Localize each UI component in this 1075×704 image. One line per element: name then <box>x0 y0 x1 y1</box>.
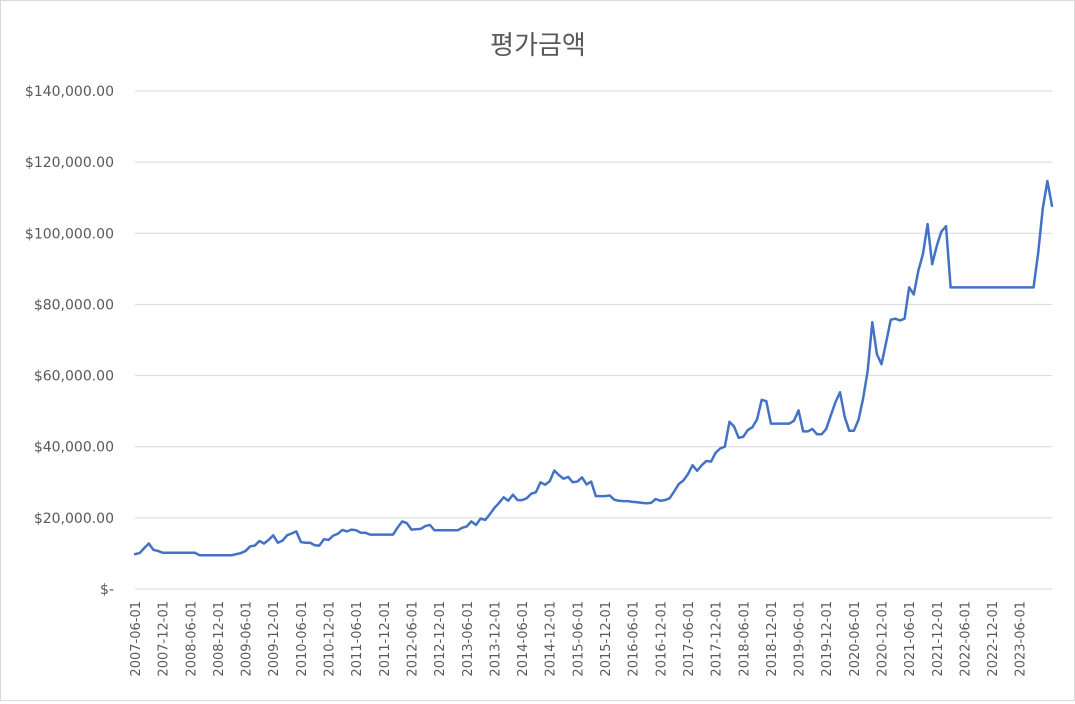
x-tick-label: 2019-06-01 <box>793 601 808 677</box>
x-tick-label: 2008-12-01 <box>212 601 227 677</box>
x-tick-label: 2011-12-01 <box>378 601 393 677</box>
x-tick-label: 2007-12-01 <box>157 601 172 677</box>
x-tick-label: 2013-06-01 <box>461 601 476 677</box>
y-tick-label: $20,000.00 <box>34 511 114 527</box>
x-tick-label: 2010-12-01 <box>323 601 338 677</box>
gridlines <box>135 90 1052 519</box>
x-tick-label: 2021-12-01 <box>931 601 946 677</box>
chart-title: 평가금액 <box>490 31 586 61</box>
x-tick-label: 2012-06-01 <box>405 601 420 677</box>
x-tick-label: 2016-12-01 <box>654 601 669 677</box>
x-axis-tick-labels: 2007-06-01 2007-12-01 2008-06-01 2008-12-01… <box>129 601 1029 677</box>
x-tick-label: 2017-12-01 <box>710 601 725 677</box>
x-tick-label: 2009-06-01 <box>240 601 255 677</box>
x-tick-label: 2021-06-01 <box>903 601 918 677</box>
y-tick-label: $40,000.00 <box>34 440 114 456</box>
x-tick-label: 2022-12-01 <box>986 601 1001 677</box>
y-tick-label: $80,000.00 <box>34 297 114 313</box>
y-tick-label: $140,000.00 <box>25 84 114 100</box>
x-tick-label: 2014-12-01 <box>544 601 559 677</box>
series-group <box>133 179 1054 557</box>
x-tick-label: 2020-12-01 <box>876 601 891 677</box>
series-line <box>133 179 1054 557</box>
x-tick-label: 2009-12-01 <box>267 601 282 677</box>
x-tick-label: 2008-06-01 <box>184 601 199 677</box>
x-tick-label: 2015-06-01 <box>571 601 586 677</box>
x-tick-label: 2018-12-01 <box>765 601 780 677</box>
x-tick-label: 2011-06-01 <box>350 601 365 677</box>
y-tick-label: $60,000.00 <box>34 369 114 385</box>
x-tick-label: 2012-12-01 <box>433 601 448 677</box>
x-tick-label: 2018-06-01 <box>737 601 752 677</box>
y-tick-label: $120,000.00 <box>25 155 114 171</box>
x-tick-label: 2014-06-01 <box>516 601 531 677</box>
x-tick-label: 2023-06-01 <box>1014 601 1029 677</box>
x-tick-label: 2022-06-01 <box>958 601 973 677</box>
x-tick-label: 2017-06-01 <box>682 601 697 677</box>
x-tick-label: 2016-06-01 <box>627 601 642 677</box>
x-tick-label: 2019-12-01 <box>820 601 835 677</box>
x-tick-label: 2020-06-01 <box>848 601 863 677</box>
x-tick-label: 2007-06-01 <box>129 601 144 677</box>
y-tick-label: $100,000.00 <box>25 226 114 242</box>
x-tick-label: 2010-06-01 <box>295 601 310 677</box>
x-tick-label: 2013-12-01 <box>488 601 503 677</box>
x-tick-label: 2015-12-01 <box>599 601 614 677</box>
y-tick-label: $- <box>100 582 114 598</box>
y-axis-tick-labels: $- $20,000.00 $40,000.00 $60,000.00 $80,000.… <box>25 84 114 598</box>
